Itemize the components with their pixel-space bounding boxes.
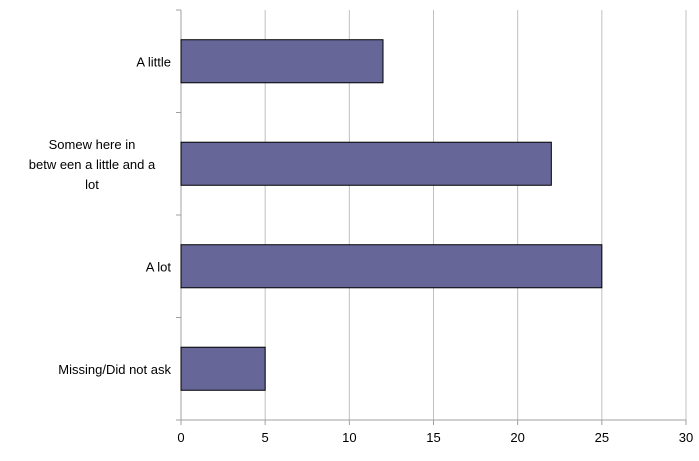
x-tick-label: 30 (679, 430, 693, 445)
category-label: Somew here in betw een a little and a lot (29, 137, 156, 192)
bars (180, 39, 603, 391)
x-tick-label: 10 (342, 430, 356, 445)
category-label: A lot (146, 259, 172, 274)
category-label: A little (136, 54, 171, 69)
x-tick-label: 5 (262, 430, 269, 445)
bar (180, 39, 384, 84)
x-tick-label: 0 (177, 430, 184, 445)
x-tick-label: 25 (595, 430, 609, 445)
bar (180, 141, 552, 186)
x-tick-labels: 0 5 10 15 20 25 30 (177, 430, 693, 445)
bar (180, 244, 603, 289)
bar (180, 346, 266, 391)
x-tick-label: 20 (510, 430, 524, 445)
category-label: Missing/Did not ask (58, 362, 171, 377)
x-tick-label: 15 (426, 430, 440, 445)
category-labels: A little Somew here in betw een a little a… (29, 54, 172, 377)
